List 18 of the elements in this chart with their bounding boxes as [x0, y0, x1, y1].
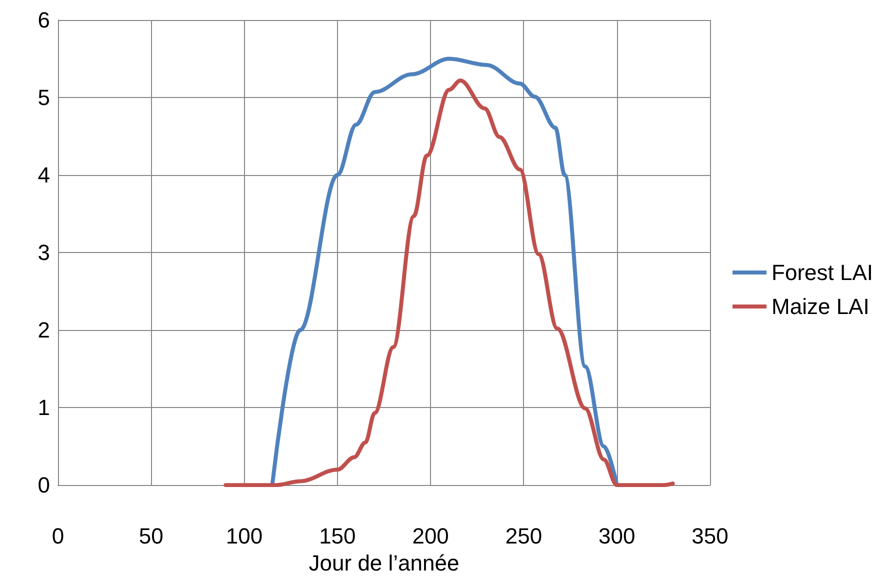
legend-label: Maize LAI: [772, 294, 870, 319]
x-tick-label: 100: [226, 524, 263, 549]
y-tick-label: 0: [38, 472, 50, 498]
x-axis-title: Jour de l’année: [308, 550, 460, 576]
x-tick-label: 300: [598, 524, 636, 549]
y-tick-label: 1: [38, 395, 50, 420]
y-tick-label: 4: [38, 162, 50, 188]
legend-label: Forest LAI: [772, 260, 874, 285]
y-tick-label: 5: [38, 85, 50, 110]
x-tick-label: 200: [412, 524, 449, 549]
line-series: [224, 78, 675, 488]
y-tick-label: 2: [38, 318, 50, 343]
x-tick-label: 150: [319, 524, 356, 549]
y-tick-label: 3: [38, 240, 50, 266]
x-tick-label: 250: [505, 524, 542, 549]
x-tick-label: 50: [138, 524, 164, 549]
y-tick-label: 6: [38, 8, 50, 32]
x-tick-label: 350: [692, 524, 728, 549]
